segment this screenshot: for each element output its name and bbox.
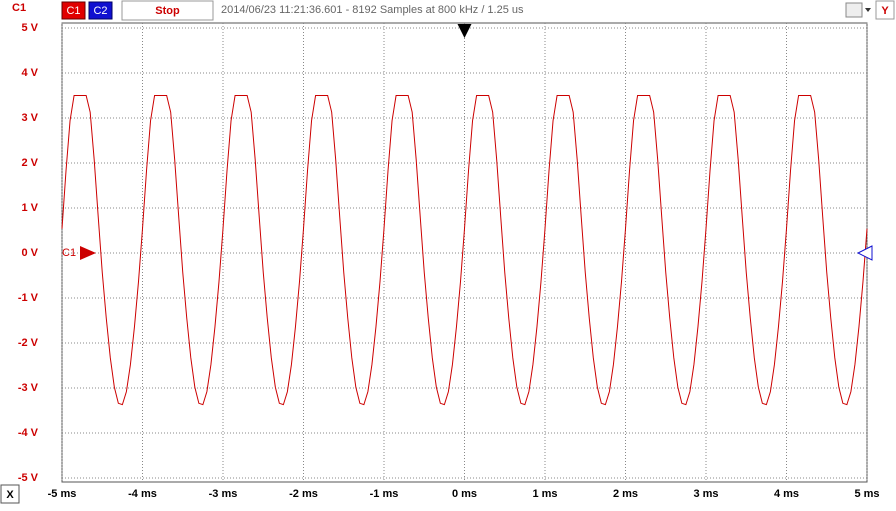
y-tick-label: -4 V (18, 427, 39, 439)
y-tick-label: 2 V (21, 157, 38, 169)
plot: C1 (61, 95, 868, 406)
stop-button[interactable] (121, 0, 214, 21)
y-tick-label: 4 V (21, 67, 38, 79)
channel-marker-label: C1 (62, 247, 76, 259)
x-tick-label: -3 ms (209, 488, 238, 500)
x-tick-label: 4 ms (774, 488, 799, 500)
y-button[interactable] (875, 0, 895, 20)
y-tick-label: 0 V (21, 247, 38, 259)
dropdown-arrow[interactable] (865, 8, 871, 12)
x-tick-label: 5 ms (854, 488, 879, 500)
y-tick-label: -3 V (18, 382, 39, 394)
y-button-label[interactable]: Y (881, 5, 889, 17)
y-tick-label: 5 V (21, 22, 38, 34)
c1-button-label[interactable]: C1 (66, 5, 80, 17)
y-tick-label: 1 V (21, 202, 38, 214)
y-tick-label: 3 V (21, 112, 38, 124)
x-tick-label: -5 ms (48, 488, 77, 500)
x-tick-label: -4 ms (128, 488, 157, 500)
x-tick-label: -1 ms (370, 488, 399, 500)
x-button-label[interactable]: X (6, 489, 14, 501)
y-tick-label: -2 V (18, 337, 39, 349)
y-tick-label: -5 V (18, 472, 39, 484)
x-tick-label: 1 ms (532, 488, 557, 500)
x-tick-label: 0 ms (452, 488, 477, 500)
waveform (61, 95, 868, 406)
c2-button-label[interactable]: C2 (93, 5, 107, 17)
channel-marker (80, 246, 96, 260)
x-tick-label: -2 ms (289, 488, 318, 500)
status-text: 2014/06/23 11:21:36.601 - 8192 Samples a… (221, 4, 524, 16)
x-tick-label: 3 ms (693, 488, 718, 500)
trigger-marker (457, 24, 472, 38)
c2-button[interactable] (88, 1, 113, 20)
c1-button[interactable] (61, 1, 86, 20)
x-tick-label: 2 ms (613, 488, 638, 500)
x-button[interactable] (0, 484, 20, 504)
stop-button-label[interactable]: Stop (155, 5, 180, 17)
channel-label: C1 (12, 2, 26, 14)
settings-icon[interactable] (845, 2, 863, 18)
c2-marker (856, 245, 873, 261)
y-tick-label: -1 V (18, 292, 39, 304)
